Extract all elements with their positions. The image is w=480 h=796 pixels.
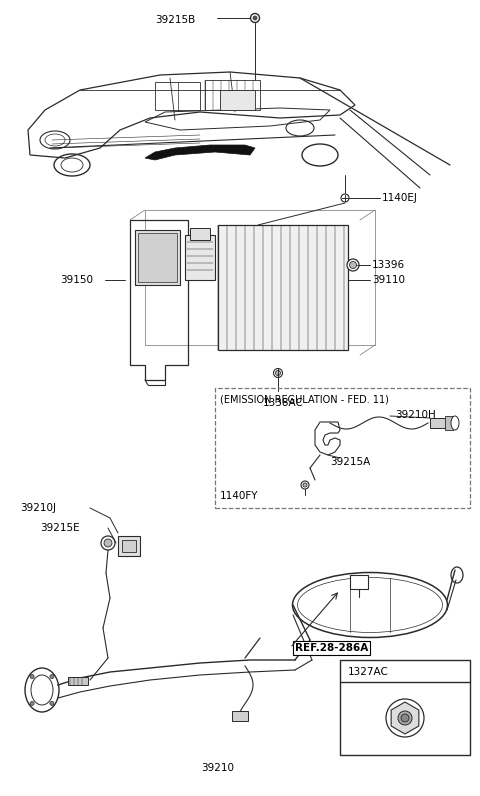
Text: 39210H: 39210H [395, 410, 436, 420]
Bar [232, 711, 248, 721]
Bar [138, 233, 177, 282]
Ellipse shape [301, 481, 309, 489]
Ellipse shape [50, 674, 54, 678]
Text: 1338AC: 1338AC [263, 398, 304, 408]
Ellipse shape [386, 699, 424, 737]
Bar [145, 210, 375, 345]
Ellipse shape [253, 16, 257, 20]
Ellipse shape [50, 701, 54, 705]
Text: 39150: 39150 [60, 275, 93, 285]
Text: 1140EJ: 1140EJ [382, 193, 418, 203]
Bar [218, 225, 348, 350]
Ellipse shape [274, 369, 283, 377]
Ellipse shape [398, 711, 412, 725]
Text: 13396: 13396 [372, 260, 405, 270]
Text: 39215B: 39215B [155, 15, 195, 25]
Bar [350, 575, 368, 589]
Bar [205, 80, 260, 110]
Text: 39210J: 39210J [20, 503, 56, 513]
Text: 39210: 39210 [202, 763, 235, 773]
Ellipse shape [251, 14, 260, 22]
Text: 39110: 39110 [372, 275, 405, 285]
Bar [220, 90, 255, 110]
Bar [185, 235, 215, 280]
Bar [118, 536, 140, 556]
Bar [445, 416, 453, 430]
Ellipse shape [30, 701, 34, 705]
Bar [340, 660, 470, 755]
Ellipse shape [349, 262, 357, 268]
Polygon shape [391, 702, 419, 734]
Bar [190, 228, 210, 240]
Ellipse shape [104, 539, 112, 547]
Polygon shape [145, 145, 255, 160]
Bar [430, 418, 448, 428]
Bar [68, 677, 88, 685]
Bar [215, 388, 470, 508]
Text: 1140FY: 1140FY [220, 491, 259, 501]
Text: 39215E: 39215E [40, 523, 80, 533]
Ellipse shape [451, 416, 459, 430]
Text: REF.28-286A: REF.28-286A [295, 643, 368, 653]
Bar [135, 230, 180, 285]
Ellipse shape [303, 483, 307, 487]
Ellipse shape [30, 674, 34, 678]
Ellipse shape [347, 259, 359, 271]
Bar [155, 82, 200, 110]
Ellipse shape [341, 194, 349, 202]
Ellipse shape [276, 370, 280, 376]
Bar [122, 540, 136, 552]
Ellipse shape [101, 536, 115, 550]
Ellipse shape [401, 714, 409, 722]
Text: 39215A: 39215A [330, 457, 370, 467]
Text: (EMISSION REGULATION - FED. 11): (EMISSION REGULATION - FED. 11) [220, 395, 389, 405]
Text: 1327AC: 1327AC [348, 667, 389, 677]
